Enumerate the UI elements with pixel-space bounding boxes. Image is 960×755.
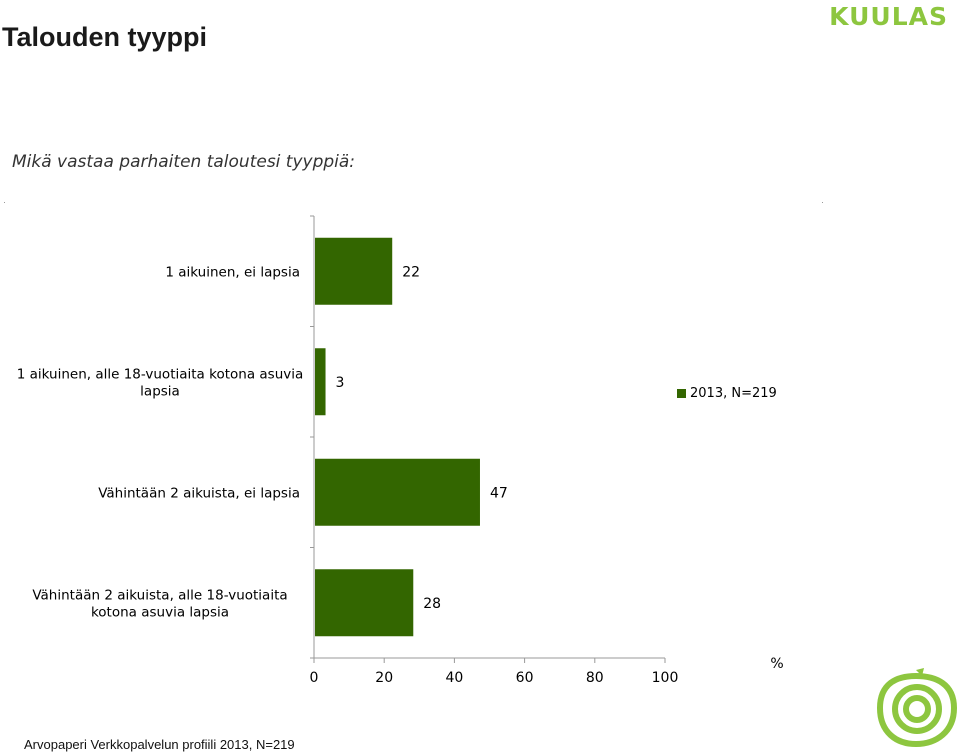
page-title: Talouden tyyppi [2,22,208,52]
data-label: 22 [402,264,420,280]
chart-legend: 2013, N=219 [677,386,777,401]
category-label: lapsia [140,383,180,399]
data-label: 47 [490,485,508,501]
x-tick-label: 100 [652,670,679,686]
category-label: kotona asuvia lapsia [91,604,229,620]
question-text: Mikä vastaa parhaiten taloutesi tyyppiä: [12,152,356,172]
x-tick-label: 80 [586,670,604,686]
category-label: Vähintään 2 aikuista, ei lapsia [98,485,300,501]
legend-label: 2013, N=219 [690,386,777,401]
corner-mark-right [822,202,823,203]
category-label: 1 aikuinen, alle 18-vuotiaita kotona asu… [17,366,304,382]
apple-rings-icon [876,668,958,748]
x-tick-label: 60 [516,670,534,686]
x-tick-label: 20 [375,670,393,686]
corner-mark-left [4,202,5,203]
kuulas-logo-text: KUULAS [829,2,948,31]
category-label: Vähintään 2 aikuista, alle 18-vuotiaita [32,587,287,603]
bar [315,569,414,637]
category-label: 1 aikuinen, ei lapsia [165,264,300,280]
data-label: 3 [336,375,345,391]
bar [315,237,393,305]
x-tick-label: 40 [445,670,463,686]
bar [315,458,480,526]
footer-source: Arvopaperi Verkkopalvelun profiili 2013,… [24,737,295,752]
x-axis-label: % [770,656,783,672]
legend-swatch [677,389,686,398]
data-label: 28 [423,596,441,612]
x-tick-label: 0 [310,670,319,686]
bar [315,348,326,416]
